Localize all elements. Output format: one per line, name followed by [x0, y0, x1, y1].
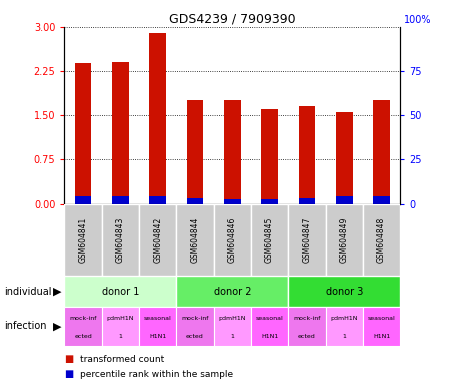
Bar — [64, 204, 101, 276]
Bar — [176, 276, 288, 307]
Text: ▶: ▶ — [53, 287, 61, 297]
Text: mock-inf: mock-inf — [69, 316, 96, 321]
Bar — [261, 109, 277, 204]
Text: H1N1: H1N1 — [149, 333, 166, 339]
Text: mock-inf: mock-inf — [181, 316, 208, 321]
Bar — [335, 112, 352, 204]
Text: GSM604846: GSM604846 — [227, 217, 236, 263]
Text: seasonal: seasonal — [144, 316, 171, 321]
Text: GSM604842: GSM604842 — [153, 217, 162, 263]
Bar — [149, 33, 166, 204]
Text: ■: ■ — [64, 369, 73, 379]
Bar — [325, 307, 362, 346]
Bar — [362, 204, 399, 276]
Text: pdmH1N: pdmH1N — [106, 316, 134, 321]
Bar — [186, 198, 203, 204]
Bar — [186, 101, 203, 204]
Text: H1N1: H1N1 — [372, 333, 389, 339]
Text: seasonal: seasonal — [255, 316, 283, 321]
Bar — [74, 197, 91, 204]
Bar — [74, 63, 91, 204]
Bar — [288, 307, 325, 346]
Title: GDS4239 / 7909390: GDS4239 / 7909390 — [168, 13, 295, 26]
Bar — [176, 307, 213, 346]
Text: H1N1: H1N1 — [260, 333, 278, 339]
Bar — [298, 198, 314, 204]
Bar — [372, 197, 389, 204]
Text: infection: infection — [5, 321, 47, 331]
Bar — [64, 276, 176, 307]
Text: 1: 1 — [118, 333, 122, 339]
Text: mock-inf: mock-inf — [292, 316, 320, 321]
Text: donor 1: donor 1 — [101, 287, 139, 297]
Bar — [372, 101, 389, 204]
Bar — [176, 204, 213, 276]
Text: ected: ected — [186, 333, 203, 339]
Bar — [325, 204, 362, 276]
Text: donor 3: donor 3 — [325, 287, 362, 297]
Bar — [112, 197, 129, 204]
Bar — [224, 199, 240, 204]
Text: GSM604843: GSM604843 — [116, 217, 124, 263]
Text: GSM604845: GSM604845 — [264, 217, 274, 263]
Bar — [261, 199, 277, 204]
Bar — [335, 197, 352, 204]
Text: seasonal: seasonal — [367, 316, 395, 321]
Text: ected: ected — [74, 333, 92, 339]
Text: ected: ected — [297, 333, 315, 339]
Bar — [288, 276, 399, 307]
Text: GSM604849: GSM604849 — [339, 217, 348, 263]
Bar — [251, 204, 288, 276]
Bar — [139, 307, 176, 346]
Text: transformed count: transformed count — [80, 354, 164, 364]
Text: pdmH1N: pdmH1N — [330, 316, 357, 321]
Bar — [112, 62, 129, 204]
Text: GSM604848: GSM604848 — [376, 217, 385, 263]
Text: 100%: 100% — [403, 15, 430, 25]
Bar — [224, 101, 240, 204]
Text: donor 2: donor 2 — [213, 287, 251, 297]
Text: ■: ■ — [64, 354, 73, 364]
Bar — [288, 204, 325, 276]
Text: pdmH1N: pdmH1N — [218, 316, 246, 321]
Text: ▶: ▶ — [53, 321, 61, 331]
Bar — [139, 204, 176, 276]
Bar — [251, 307, 288, 346]
Text: GSM604841: GSM604841 — [78, 217, 87, 263]
Bar — [149, 197, 166, 204]
Bar — [101, 204, 139, 276]
Bar — [362, 307, 399, 346]
Bar — [213, 307, 251, 346]
Text: GSM604844: GSM604844 — [190, 217, 199, 263]
Bar — [64, 307, 101, 346]
Text: percentile rank within the sample: percentile rank within the sample — [80, 370, 233, 379]
Text: 1: 1 — [230, 333, 234, 339]
Bar — [298, 106, 314, 204]
Text: 1: 1 — [341, 333, 346, 339]
Bar — [213, 204, 251, 276]
Text: GSM604847: GSM604847 — [302, 217, 311, 263]
Text: individual: individual — [5, 287, 52, 297]
Bar — [101, 307, 139, 346]
